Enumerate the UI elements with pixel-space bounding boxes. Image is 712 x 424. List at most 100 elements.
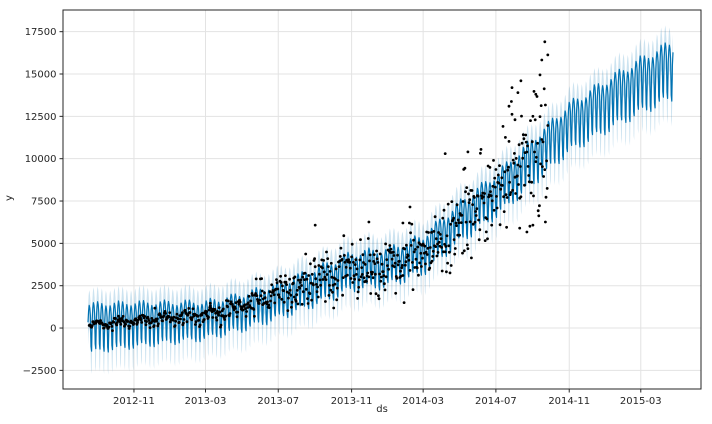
observation-dot — [341, 276, 345, 279]
observation-dot — [211, 316, 215, 319]
observation-dot — [380, 262, 384, 266]
observation-dot — [110, 325, 114, 328]
observation-dot — [183, 308, 187, 312]
observation-dot — [527, 174, 531, 177]
observation-dot — [411, 288, 415, 291]
observation-dot — [538, 115, 542, 118]
observation-dot — [444, 245, 448, 248]
observation-dot — [408, 221, 411, 225]
observation-dot — [316, 285, 319, 289]
observation-dot — [395, 276, 399, 280]
observation-dot — [309, 262, 312, 266]
observation-dot — [470, 256, 473, 260]
observation-dot — [209, 307, 213, 310]
observation-dot — [502, 195, 505, 199]
observation-dot — [205, 310, 209, 313]
observation-dot — [473, 196, 476, 199]
observation-dot — [357, 278, 361, 282]
observation-dot — [443, 242, 446, 246]
observation-dot — [496, 173, 500, 177]
observation-dot — [117, 314, 120, 318]
observation-dot — [319, 283, 322, 287]
observation-dot — [501, 184, 504, 187]
observation-dot — [521, 156, 525, 160]
observation-dot — [360, 266, 364, 269]
observation-dot — [226, 299, 230, 303]
observation-dot — [140, 321, 144, 324]
observation-dot — [167, 315, 171, 318]
observation-dot — [114, 317, 117, 320]
observation-dot — [230, 302, 234, 306]
observation-dot — [389, 247, 393, 251]
observation-dot — [440, 269, 444, 273]
observation-dot — [542, 87, 546, 91]
x-tick-label: 2013-11 — [331, 396, 373, 407]
observation-dot — [524, 133, 528, 137]
observation-dot — [293, 275, 297, 279]
observation-dot — [468, 198, 472, 202]
observation-dot — [168, 311, 172, 314]
observation-dot — [397, 259, 401, 263]
observation-dot — [155, 319, 159, 323]
observation-dot-outlier — [531, 223, 535, 227]
observation-dot — [318, 278, 322, 282]
observation-dot — [119, 322, 123, 326]
observation-dot — [143, 315, 147, 318]
observation-dot — [520, 141, 524, 145]
observation-dot — [290, 300, 294, 304]
observation-dot — [111, 329, 114, 332]
observation-dot — [269, 299, 272, 303]
observation-dot — [434, 237, 438, 241]
observation-dot — [105, 323, 109, 327]
observation-dot — [505, 196, 509, 199]
x-tick-label: 2013-07 — [257, 396, 299, 407]
observation-dot — [545, 187, 549, 190]
observation-dot — [541, 165, 544, 169]
observation-dot — [488, 166, 492, 169]
observation-dot-outlier — [519, 79, 523, 83]
observation-dot — [120, 317, 124, 320]
observation-dot — [450, 200, 454, 204]
observation-dot — [214, 311, 218, 315]
observation-dot — [400, 266, 404, 270]
observation-dot — [520, 114, 523, 118]
observation-dot — [467, 192, 470, 196]
observation-dot — [427, 231, 430, 234]
observation-dot — [353, 277, 356, 281]
observation-dot — [456, 218, 460, 222]
observation-dot — [526, 165, 530, 168]
observation-dot-outlier — [540, 58, 544, 62]
observation-dot — [285, 283, 288, 286]
observation-dot — [533, 118, 537, 122]
observation-dot — [392, 254, 396, 257]
observation-dot — [412, 238, 415, 242]
observation-dot — [306, 297, 309, 300]
observation-dot — [431, 249, 435, 253]
observation-dot — [453, 252, 457, 256]
observation-dot — [185, 320, 189, 324]
observation-dot — [121, 314, 125, 318]
observation-dot — [317, 264, 321, 267]
observation-dot — [407, 258, 411, 262]
observation-dot-outlier — [153, 306, 157, 310]
observation-dot — [136, 321, 139, 324]
observation-dot — [201, 311, 204, 315]
x-axis-title: ds — [376, 404, 388, 415]
observation-dot — [542, 175, 545, 178]
observation-dot — [383, 282, 386, 286]
observation-dot — [539, 162, 542, 166]
observation-dot — [424, 250, 428, 254]
y-axis-title: y — [4, 195, 15, 201]
observation-dot — [523, 183, 526, 187]
observation-dot — [486, 237, 489, 241]
observation-dot — [448, 250, 451, 254]
observation-dot — [377, 294, 380, 298]
observation-dot — [396, 253, 399, 257]
observation-dot — [214, 316, 218, 319]
observation-dot — [254, 292, 257, 295]
observation-dot — [260, 289, 264, 293]
observation-dot — [179, 317, 182, 321]
observation-dot — [145, 320, 148, 323]
observation-dot — [489, 190, 492, 194]
observation-dot — [164, 312, 168, 315]
